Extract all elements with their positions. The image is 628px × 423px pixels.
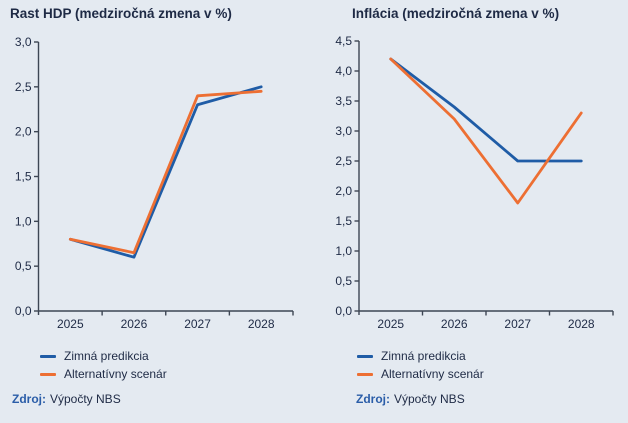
source-label: Zdroj: (12, 392, 46, 406)
x-tick-label: 2026 (441, 317, 468, 331)
legend: Zimná predikcia Alternatívny scenár (40, 347, 167, 383)
y-tick-label: 0,0 (15, 304, 32, 318)
legend-item-alternative-scenario: Alternatívny scenár (40, 365, 167, 383)
y-tick-label: 1,0 (335, 244, 352, 258)
legend-item-winter-prediction: Zimná predikcia (357, 347, 484, 365)
legend-swatch-blue-line (357, 354, 373, 358)
y-tick-label: 3,5 (335, 94, 352, 108)
series-line-alternative-scenario (68, 89, 263, 255)
y-tick-label: 0,0 (335, 304, 352, 318)
x-tick-label: 2025 (377, 317, 404, 331)
source-text: Výpočty NBS (394, 392, 465, 406)
source-note: Zdroj: Výpočty NBS (356, 392, 465, 406)
y-tick-label: 1,5 (15, 170, 32, 184)
y-tick-label: 0,5 (335, 274, 352, 288)
chart-panel-inflation: 0,0 0,5 1,0 1,5 2,0 2,5 3,0 3,5 4,0 4,5 2025 2026 20… (314, 0, 628, 423)
y-tick-label: 1,5 (335, 214, 352, 228)
y-tick-label: 3,0 (335, 124, 352, 138)
y-tick-label: 2,5 (15, 80, 32, 94)
legend-swatch-orange-line (357, 372, 373, 376)
y-tick-label: 2,0 (335, 184, 352, 198)
source-note: Zdroj: Výpočty NBS (12, 392, 121, 406)
legend-label: Alternatívny scenár (64, 367, 167, 381)
legend-item-winter-prediction: Zimná predikcia (40, 347, 167, 365)
y-tick-label: 4,0 (335, 64, 352, 78)
legend-item-alternative-scenario: Alternatívny scenár (357, 365, 484, 383)
source-text: Výpočty NBS (50, 392, 121, 406)
inflation-line-chart: 0,0 0,5 1,0 1,5 2,0 2,5 3,0 3,5 4,0 4,5 2025 2026 20… (335, 34, 614, 331)
x-tick-label: 2027 (504, 317, 531, 331)
x-tick-label: 2028 (568, 317, 595, 331)
legend-label: Zimná predikcia (381, 349, 466, 363)
series-line-alternative-scenario (389, 57, 583, 205)
gdp-line-chart: 0,0 0,5 1,0 1,5 2,0 2,5 3,0 2025 2026 2027 2028 (15, 35, 294, 331)
chart-title-gdp: Rast HDP (medziročná zmena v %) (10, 6, 232, 21)
y-tick-label: 0,5 (15, 259, 32, 273)
y-tick-label: 4,5 (335, 34, 352, 48)
chart-panel-gdp: 0,0 0,5 1,0 1,5 2,0 2,5 3,0 2025 2026 2027 2028 Ra… (10, 6, 294, 406)
y-tick-label: 3,0 (15, 35, 32, 49)
x-tick-label: 2027 (184, 317, 211, 331)
legend-label: Zimná predikcia (64, 349, 149, 363)
y-tick-label: 2,0 (15, 125, 32, 139)
y-tick-label: 1,0 (15, 214, 32, 228)
legend-label: Alternatívny scenár (381, 367, 484, 381)
series-line-winter-prediction (68, 85, 263, 259)
y-tick-label: 2,5 (335, 154, 352, 168)
legend: Zimná predikcia Alternatívny scenár (357, 347, 484, 383)
source-label: Zdroj: (356, 392, 390, 406)
series-line-winter-prediction (389, 57, 583, 163)
x-tick-label: 2028 (248, 317, 275, 331)
chart-title-inflation: Inflácia (medziročná zmena v %) (352, 6, 560, 21)
x-tick-label: 2025 (57, 317, 84, 331)
legend-swatch-orange-line (40, 372, 56, 376)
legend-swatch-blue-line (40, 354, 56, 358)
x-tick-label: 2026 (121, 317, 148, 331)
